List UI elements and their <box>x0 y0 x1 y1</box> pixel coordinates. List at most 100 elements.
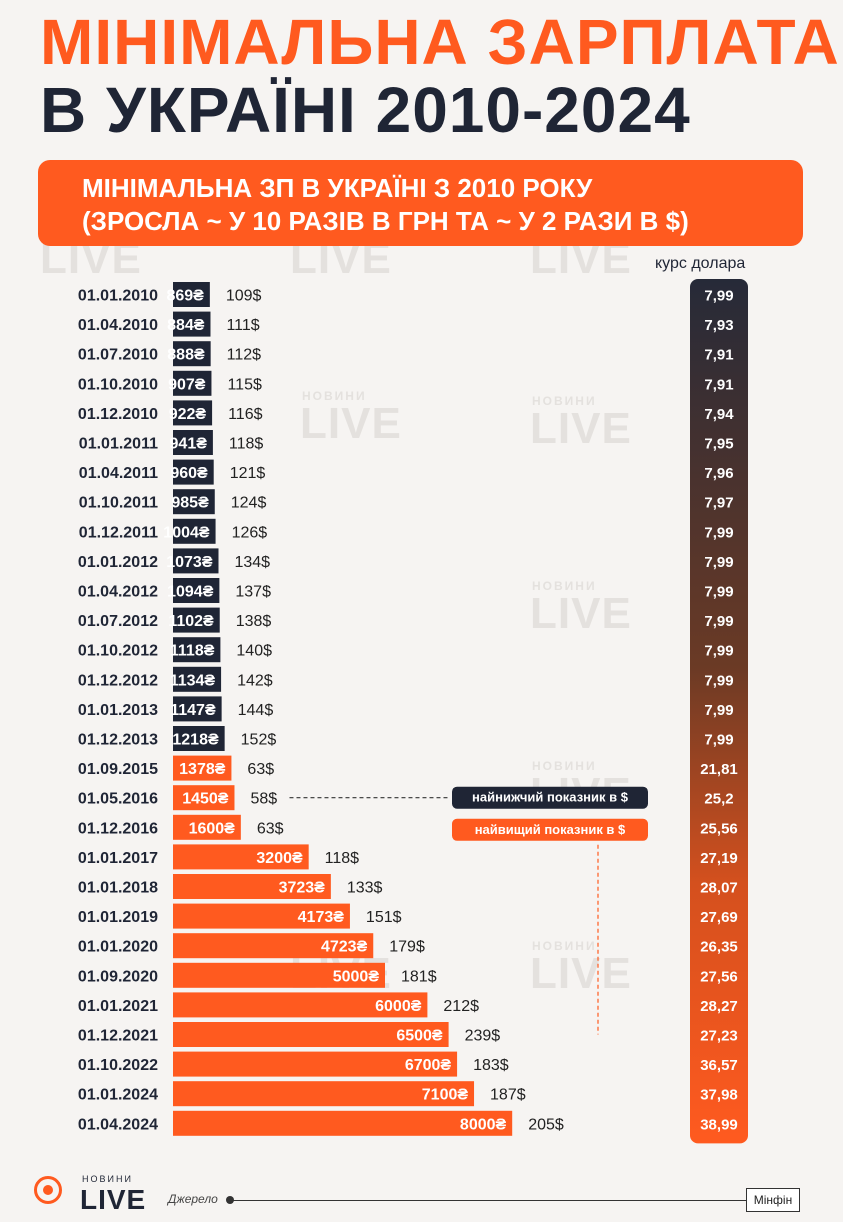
salary-bar <box>173 489 215 515</box>
salary-bar <box>173 933 374 959</box>
usd-value-label: 124$ <box>231 495 267 512</box>
uah-value-label: 6000₴ <box>375 998 422 1015</box>
date-label: 01.07.2012 <box>78 613 158 630</box>
annotation-text: найнижчий показник в $ <box>472 790 629 805</box>
uah-value-label: 1004₴ <box>163 524 210 541</box>
date-label: 01.04.2024 <box>78 1116 158 1133</box>
brand-large-text: LIVE <box>80 1184 147 1215</box>
date-label: 01.04.2010 <box>78 317 158 334</box>
exchange-rate-label: 7,99 <box>704 732 733 749</box>
date-label: 01.05.2016 <box>78 791 158 808</box>
exchange-rate-label: 27,69 <box>700 909 738 926</box>
exchange-rate-label: 7,99 <box>704 554 733 571</box>
usd-value-label: 134$ <box>234 554 270 571</box>
salary-bar <box>173 844 309 870</box>
date-label: 01.01.2011 <box>79 436 158 453</box>
usd-value-label: 133$ <box>347 880 383 897</box>
salary-bar <box>173 430 213 455</box>
date-label: 01.09.2020 <box>78 968 158 985</box>
date-label: 01.10.2011 <box>79 495 158 512</box>
salary-bar <box>173 282 210 307</box>
exchange-rate-label: 7,95 <box>704 436 733 453</box>
salary-bar <box>173 1051 458 1077</box>
uah-value-label: 985₴ <box>171 495 209 512</box>
salary-bar <box>173 962 385 988</box>
uah-value-label: 6500₴ <box>396 1028 443 1045</box>
uah-value-label: 4173₴ <box>298 909 345 926</box>
uah-value-label: 941₴ <box>170 436 208 453</box>
exchange-rate-label: 7,99 <box>704 524 733 541</box>
uah-value-label: 1378₴ <box>179 761 226 778</box>
exchange-rate-label: 7,93 <box>704 317 733 334</box>
date-label: 01.09.2015 <box>78 761 158 778</box>
salary-bar <box>173 400 213 426</box>
uah-value-label: 3723₴ <box>279 880 326 897</box>
date-label: 01.10.2022 <box>78 1057 158 1074</box>
exchange-rate-label: 27,23 <box>700 1028 738 1045</box>
usd-value-label: 115$ <box>227 376 262 393</box>
salary-bar <box>173 903 350 929</box>
uah-value-label: 7100₴ <box>422 1087 469 1104</box>
salary-bar <box>173 755 232 781</box>
exchange-rate-label: 7,99 <box>704 288 733 305</box>
uah-value-label: 1147₴ <box>170 702 216 719</box>
date-label: 01.12.2012 <box>78 672 158 689</box>
usd-value-label: 63$ <box>257 820 284 837</box>
salary-bar <box>173 578 220 603</box>
uah-value-label: 907₴ <box>168 376 206 393</box>
usd-value-label: 112$ <box>227 347 262 364</box>
exchange-rate-label: 7,99 <box>704 584 733 601</box>
rate-column <box>690 279 748 1144</box>
uah-value-label: 1134₴ <box>170 672 216 689</box>
exchange-rate-label: 7,99 <box>704 672 733 689</box>
exchange-rate-label: 7,99 <box>704 702 733 719</box>
exchange-rate-label: 28,27 <box>700 998 738 1015</box>
date-label: 01.12.2016 <box>78 820 158 837</box>
salary-bar <box>173 874 331 899</box>
uah-value-label: 1102₴ <box>168 613 214 630</box>
salary-bar <box>173 311 211 337</box>
usd-value-label: 111$ <box>226 317 259 334</box>
exchange-rate-label: 25,2 <box>704 791 733 808</box>
usd-value-label: 187$ <box>490 1087 526 1104</box>
uah-value-label: 1118₴ <box>170 643 215 660</box>
date-label: 01.01.2013 <box>78 702 158 719</box>
uah-value-label: 6700₴ <box>405 1057 452 1074</box>
usd-value-label: 239$ <box>465 1028 501 1045</box>
source-value: Мінфін <box>746 1188 800 1212</box>
date-label: 01.10.2012 <box>78 643 158 660</box>
uah-value-label: 922₴ <box>169 406 207 423</box>
usd-value-label: 142$ <box>237 672 273 689</box>
date-label: 01.01.2019 <box>78 909 158 926</box>
date-label: 01.12.2013 <box>78 732 158 749</box>
exchange-rate-label: 36,57 <box>700 1057 738 1074</box>
banner-line-2: (ЗРОСЛА ~ У 10 РАЗІВ В ГРН ТА ~ У 2 РАЗИ… <box>82 206 689 236</box>
usd-value-label: 126$ <box>232 524 268 541</box>
date-label: 01.12.2011 <box>79 524 158 541</box>
salary-bar <box>173 726 225 751</box>
salary-bar <box>173 1081 475 1107</box>
date-label: 01.01.2020 <box>78 939 158 956</box>
exchange-rate-label: 26,35 <box>700 939 738 956</box>
salary-bar <box>173 992 428 1018</box>
exchange-rate-label: 27,56 <box>700 968 738 985</box>
exchange-rate-label: 7,91 <box>704 376 733 393</box>
usd-value-label: 151$ <box>366 909 402 926</box>
usd-value-label: 212$ <box>443 998 479 1015</box>
salary-bar <box>173 607 220 633</box>
uah-value-label: 960₴ <box>170 465 208 482</box>
exchange-rate-label: 7,99 <box>704 613 733 630</box>
exchange-rate-label: 37,98 <box>700 1087 738 1104</box>
salary-bar <box>173 459 214 485</box>
uah-value-label: 888₴ <box>167 347 205 364</box>
exchange-rate-label: 7,97 <box>704 495 733 512</box>
salary-bar <box>173 518 216 544</box>
exchange-rate-label: 7,99 <box>704 643 733 660</box>
uah-value-label: 884₴ <box>167 317 205 334</box>
date-label: 01.12.2021 <box>78 1028 158 1045</box>
brand-logo: НОВИНИ LIVE <box>34 1172 164 1216</box>
annotation-box <box>452 786 648 809</box>
